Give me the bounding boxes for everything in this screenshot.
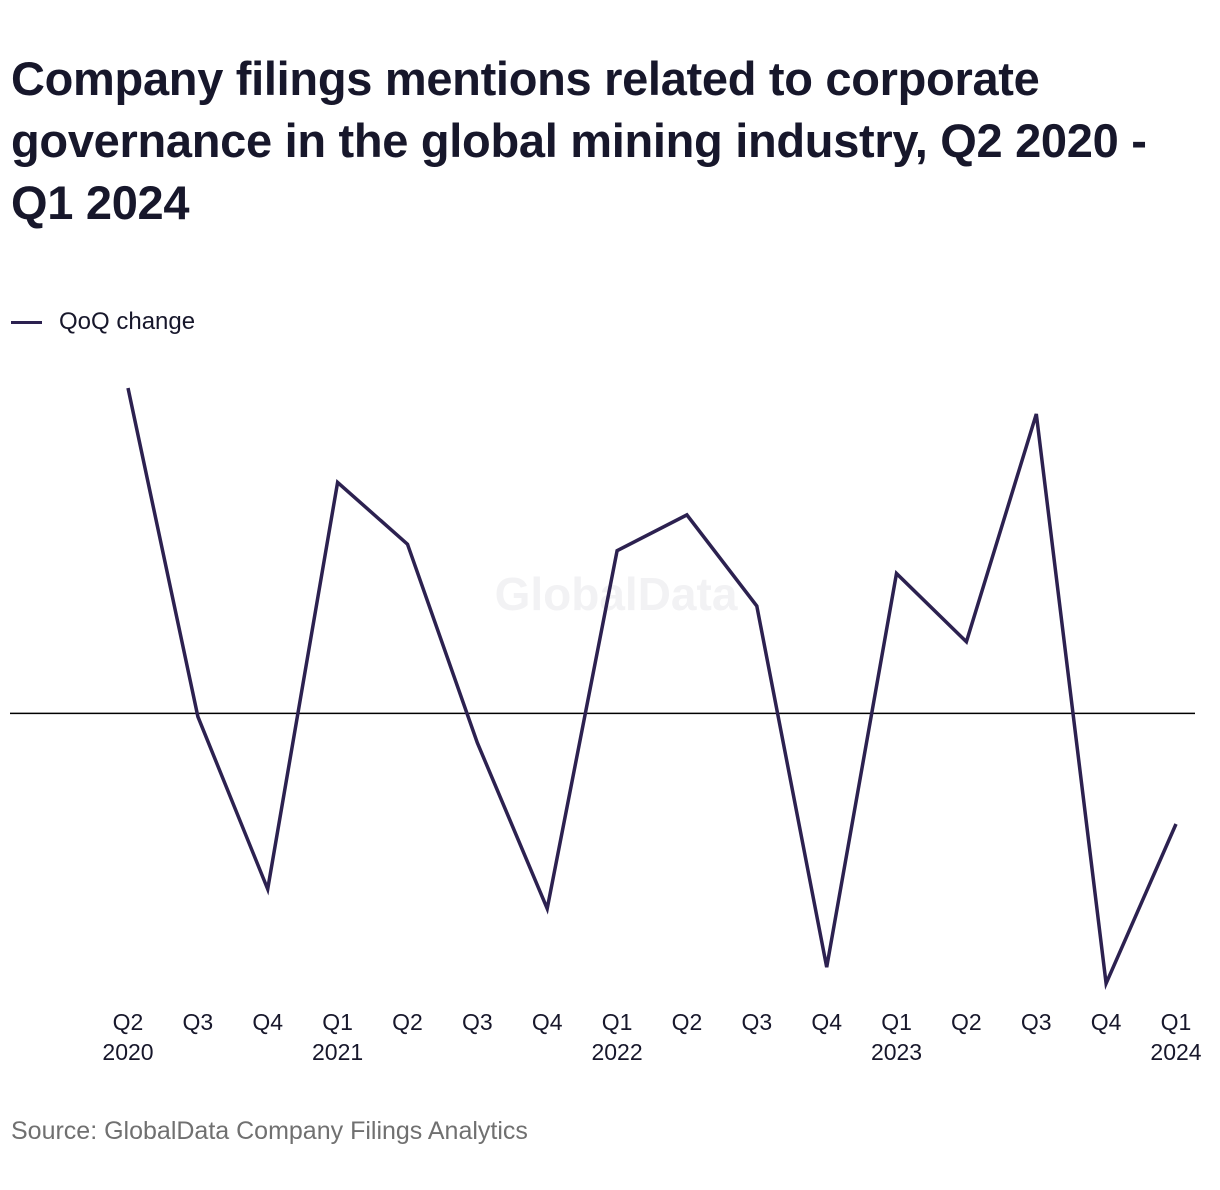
x-tick-label-quarter: Q1	[602, 1009, 633, 1035]
data-point	[124, 384, 132, 392]
x-tick-label-quarter: Q2	[951, 1009, 982, 1035]
watermark: GlobalData	[495, 568, 738, 620]
series-layer	[126, 387, 1178, 991]
x-tick-label-quarter: Q2	[392, 1009, 423, 1035]
x-tick-label-quarter: Q3	[462, 1009, 493, 1035]
x-tick-label-quarter: Q3	[741, 1009, 772, 1035]
data-point	[823, 963, 831, 971]
chart-title: Company filings mentions related to corp…	[11, 52, 1147, 229]
x-tick-label-quarter: Q3	[1021, 1009, 1052, 1035]
x-tick-label-quarter: Q4	[532, 1009, 563, 1035]
data-point	[334, 478, 342, 486]
data-point	[473, 739, 481, 747]
series-line-qoq-change	[126, 387, 1178, 991]
x-tick-label-year: 2021	[312, 1039, 363, 1065]
x-tick-label-quarter: Q2	[672, 1009, 703, 1035]
data-point	[1102, 979, 1110, 987]
data-point	[403, 540, 411, 548]
x-axis-ticks: Q2 2020 Q3 Q4 Q1 2021 Q2 Q3 Q4 Q1 2022 Q2 Q3 Q4 Q1 2023…	[102, 1009, 1201, 1065]
source-note: Source: GlobalData Company Filings Analy…	[11, 1117, 528, 1145]
x-tick-label-quarter: Q4	[252, 1009, 283, 1035]
data-point	[1172, 820, 1180, 828]
points-layer	[124, 384, 1180, 987]
data-point	[194, 713, 202, 721]
x-tick-label-year: 2023	[871, 1039, 922, 1065]
data-point	[893, 569, 901, 577]
x-tick-label-year: 2020	[102, 1039, 153, 1065]
data-point	[264, 885, 272, 893]
data-point	[613, 547, 621, 555]
data-point	[753, 602, 761, 610]
x-tick-label-quarter: Q4	[1091, 1009, 1122, 1035]
x-tick-label-year: 2022	[591, 1039, 642, 1065]
x-tick-label-quarter: Q4	[811, 1009, 842, 1035]
data-point	[543, 905, 551, 913]
legend-swatch	[11, 320, 42, 324]
x-tick-label-quarter: Q2	[113, 1009, 144, 1035]
x-tick-label-quarter: Q1	[322, 1009, 353, 1035]
legend-label: QoQ change	[59, 308, 196, 335]
legend: QoQ change	[11, 307, 195, 337]
data-point	[1032, 410, 1040, 418]
x-tick-label-quarter: Q1	[881, 1009, 912, 1035]
x-tick-label-year: 2024	[1150, 1039, 1201, 1065]
x-tick-label-quarter: Q1	[1161, 1009, 1192, 1035]
data-point	[962, 638, 970, 646]
x-tick-label-quarter: Q3	[183, 1009, 214, 1035]
data-point	[683, 511, 691, 519]
